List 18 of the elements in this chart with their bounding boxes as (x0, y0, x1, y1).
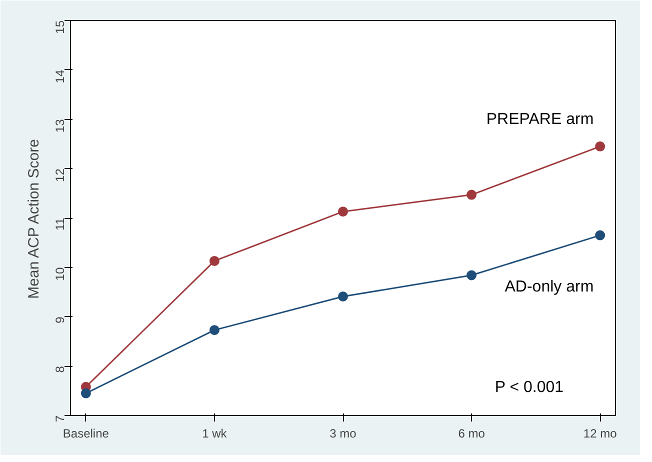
y-tick-label: 8 (53, 366, 67, 373)
x-tick-label: 12 mo (583, 426, 618, 440)
y-tick-label: 9 (53, 316, 67, 324)
y-tick-label: 10 (53, 267, 67, 281)
x-tick-label: 1 wk (202, 426, 228, 440)
y-tick-label: 12 (53, 168, 67, 182)
x-tick-label: Baseline (62, 426, 110, 440)
y-tick-label: 11 (53, 218, 67, 230)
y-tick-label: 14 (53, 70, 67, 84)
y-axis-title: Mean ACP Action Score (26, 139, 42, 299)
y-tick-label: 7 (53, 415, 67, 422)
series-label: PREPARE arm (486, 110, 594, 128)
series-label: AD-only arm (504, 278, 594, 296)
annotation: P < 0.001 (494, 378, 564, 396)
y-tick-label: 13 (53, 118, 67, 133)
x-tick-label: 3 mo (330, 426, 357, 440)
y-tick-label: 15 (53, 20, 67, 34)
x-tick-label: 6 mo (458, 426, 486, 440)
